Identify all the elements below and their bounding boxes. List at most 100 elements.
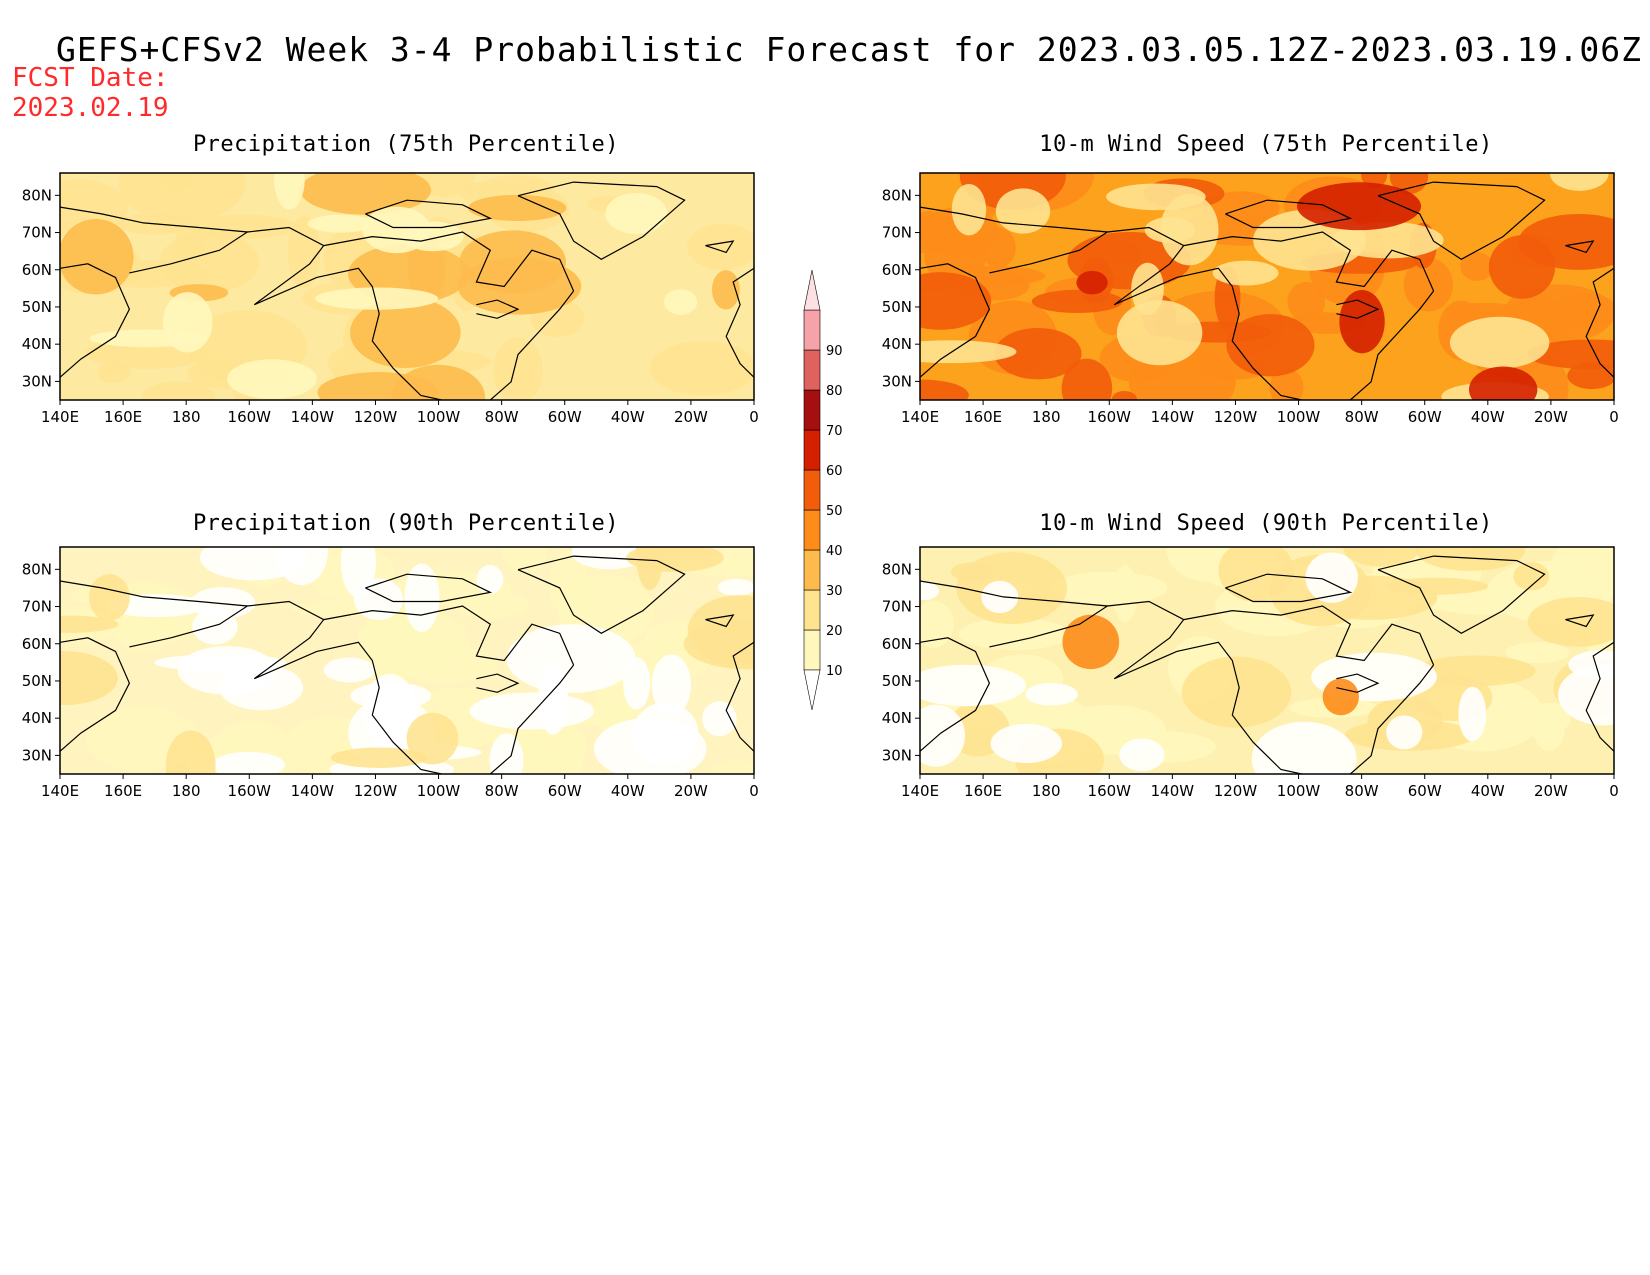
- lon-tick-label: 0: [1609, 782, 1619, 800]
- lon-tick-label: 100W: [417, 408, 461, 426]
- lon-tick-label: 160E: [104, 782, 142, 800]
- lat-tick-label: 80N: [882, 560, 912, 578]
- lon-tick-label: 40W: [1471, 782, 1505, 800]
- lat-tick-label: 70N: [22, 224, 52, 242]
- colorbar-label: 10: [826, 664, 843, 679]
- colorbar-label: 30: [826, 584, 843, 599]
- lon-tick-label: 160E: [964, 408, 1002, 426]
- lon-tick-label: 140E: [41, 408, 79, 426]
- lon-tick-label: 180: [172, 408, 201, 426]
- lat-tick-label: 30N: [22, 746, 52, 764]
- lon-tick-label: 160W: [1088, 408, 1132, 426]
- lon-tick-label: 140E: [41, 782, 79, 800]
- fcst-date-value: 2023.02.19: [12, 93, 169, 123]
- lon-tick-label: 180: [172, 782, 201, 800]
- lat-tick-label: 80N: [22, 560, 52, 578]
- colorbar-box: [803, 349, 821, 391]
- panel-title-precip-75: Precipitation (75th Percentile): [192, 132, 620, 157]
- lon-tick-label: 100W: [1277, 782, 1321, 800]
- lon-tick-label: 40W: [611, 408, 645, 426]
- lon-tick-label: 160W: [228, 782, 272, 800]
- lon-tick-label: 80W: [1345, 408, 1379, 426]
- colorbar-box: [803, 629, 821, 671]
- lon-tick-label: 80W: [1345, 782, 1379, 800]
- lon-tick-label: 160E: [104, 408, 142, 426]
- colorbar-top-triangle: [803, 269, 821, 311]
- map-panel-precip-75: 140E 160E 180 160W 140W 120W 100W 80W 60W 40W 20W 0…: [22, 172, 759, 426]
- lat-tick-label: 30N: [882, 746, 912, 764]
- lon-tick-label: 140W: [291, 782, 335, 800]
- lon-tick-label: 140W: [1151, 782, 1195, 800]
- lat-tick-label: 50N: [882, 298, 912, 316]
- lat-tick-label: 40N: [22, 709, 52, 727]
- main-title-text: GEFS+CFSv2 Week 3-4 Probabilistic Foreca…: [56, 30, 1642, 69]
- colorbar-box: [803, 309, 821, 351]
- lon-tick-label: 80W: [485, 782, 519, 800]
- lon-tick-label: 140W: [291, 408, 335, 426]
- colorbar-bottom-triangle: [803, 669, 821, 711]
- lat-tick-label: 60N: [22, 635, 52, 653]
- lat-tick-label: 50N: [882, 672, 912, 690]
- lon-tick-label: 100W: [417, 782, 461, 800]
- lon-tick-label: 40W: [611, 782, 645, 800]
- lon-tick-label: 20W: [674, 408, 708, 426]
- lon-tick-label: 140W: [1151, 408, 1195, 426]
- lon-tick-label: 120W: [1214, 782, 1258, 800]
- panel-title-precip-90: Precipitation (90th Percentile): [192, 511, 620, 536]
- lon-tick-label: 120W: [1214, 408, 1258, 426]
- lon-tick-label: 0: [749, 408, 759, 426]
- lon-tick-label: 120W: [354, 782, 398, 800]
- map-frame: [919, 172, 1615, 401]
- colorbar-label: 40: [826, 544, 843, 559]
- colorbar-label: 60: [826, 464, 843, 479]
- lon-tick-label: 60W: [548, 782, 582, 800]
- coastlines: [920, 555, 1614, 774]
- lon-tick-label: 140E: [901, 782, 939, 800]
- lat-tick-label: 30N: [22, 372, 52, 390]
- lat-tick-label: 70N: [22, 598, 52, 616]
- field-shading: [920, 547, 1614, 774]
- lat-tick-label: 50N: [22, 672, 52, 690]
- lon-tick-label: 0: [1609, 408, 1619, 426]
- colorbar-label: 70: [826, 424, 843, 439]
- fcst-date-label: FCST Date:: [12, 63, 169, 93]
- lon-tick-label: 40W: [1471, 408, 1505, 426]
- lon-tick-label: 20W: [674, 782, 708, 800]
- lat-tick-label: 40N: [22, 335, 52, 353]
- panel-title-wind-75: 10-m Wind Speed (75th Percentile): [1039, 132, 1493, 157]
- map-frame: [59, 546, 755, 775]
- coastlines: [60, 181, 754, 400]
- lon-tick-label: 120W: [354, 408, 398, 426]
- lon-tick-label: 160E: [964, 782, 1002, 800]
- lon-tick-label: 60W: [1408, 408, 1442, 426]
- lon-tick-label: 140E: [901, 408, 939, 426]
- coastlines: [60, 555, 754, 774]
- map-panel-precip-90: 140E 160E 180 160W 140W 120W 100W 80W 60W 40W 20W 0…: [22, 546, 759, 800]
- lat-tick-label: 40N: [882, 709, 912, 727]
- lat-tick-label: 40N: [882, 335, 912, 353]
- map-panel-wind-90: 140E 160E 180 160W 140W 120W 100W 80W 60W 40W 20W 0…: [882, 546, 1619, 800]
- lat-tick-label: 70N: [882, 224, 912, 242]
- lon-tick-label: 20W: [1534, 782, 1568, 800]
- colorbar-label: 90: [826, 344, 843, 359]
- colorbar-box: [803, 389, 821, 431]
- lon-tick-label: 0: [749, 782, 759, 800]
- lon-tick-label: 100W: [1277, 408, 1321, 426]
- field-shading: [60, 547, 754, 774]
- lat-tick-label: 60N: [882, 635, 912, 653]
- lon-tick-label: 180: [1032, 782, 1061, 800]
- field-shading: [920, 173, 1614, 400]
- lon-tick-label: 20W: [1534, 408, 1568, 426]
- lat-tick-label: 60N: [22, 261, 52, 279]
- colorbar-box: [803, 469, 821, 511]
- colorbar-label: 20: [826, 624, 843, 639]
- colorbar-label: 80: [826, 384, 843, 399]
- lat-tick-label: 50N: [22, 298, 52, 316]
- lon-tick-label: 160W: [228, 408, 272, 426]
- colorbar-box: [803, 589, 821, 631]
- coastlines: [920, 181, 1614, 400]
- lat-tick-label: 60N: [882, 261, 912, 279]
- lon-tick-label: 80W: [485, 408, 519, 426]
